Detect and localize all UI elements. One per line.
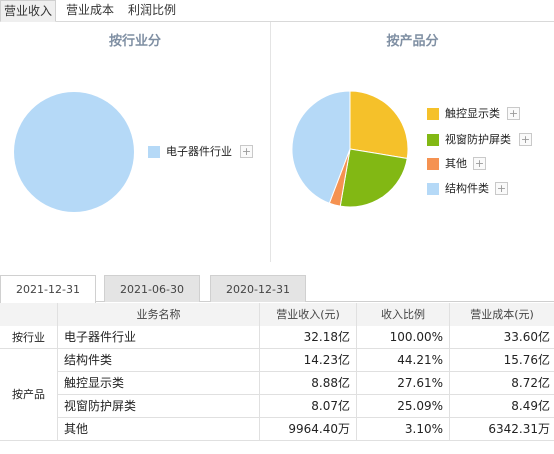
tab-profit-ratio[interactable]: 利润比例 bbox=[127, 3, 176, 17]
row-ratio: 25.09% bbox=[357, 395, 450, 418]
legend-label: 触控显示类 bbox=[445, 107, 500, 120]
table-row: 其他 9964.40万 3.10% 6342.31万 bbox=[0, 418, 554, 441]
header-name: 业务名称 bbox=[58, 303, 260, 326]
row-name: 其他 bbox=[58, 418, 260, 441]
row-name: 触控显示类 bbox=[58, 372, 260, 395]
row-name: 视窗防护屏类 bbox=[58, 395, 260, 418]
pie-slice-结构件类 bbox=[291, 90, 351, 204]
header-group-cell bbox=[0, 303, 58, 326]
row-ratio: 100.00% bbox=[357, 326, 450, 349]
legend-swatch bbox=[427, 134, 439, 146]
product-chart-title: 按产品分 bbox=[386, 34, 439, 49]
row-revenue: 9964.40万 bbox=[260, 418, 357, 441]
expand-plus-icon[interactable]: + bbox=[240, 145, 253, 158]
row-revenue: 14.23亿 bbox=[260, 349, 357, 372]
group-by-industry: 按行业 bbox=[0, 326, 58, 349]
date-tab-bar: 2021-12-31 2021-06-30 2020-12-31 bbox=[0, 275, 554, 303]
header-ratio: 收入比例 bbox=[357, 303, 450, 326]
industry-chart-title: 按行业分 bbox=[108, 34, 161, 49]
legend-label: 电子器件行业 bbox=[166, 145, 232, 158]
expand-plus-icon[interactable]: + bbox=[507, 107, 520, 120]
expand-plus-icon[interactable]: + bbox=[473, 157, 486, 170]
expand-plus-icon[interactable]: + bbox=[495, 182, 508, 195]
legend-swatch bbox=[427, 108, 439, 120]
industry-pie-chart bbox=[14, 92, 134, 212]
header-revenue: 营业收入(元) bbox=[260, 303, 357, 326]
product-chart-panel: 按产品分 触控显示类 + 视窗防护屏类 + 其他 + 结构件类 + bbox=[271, 22, 554, 262]
pie-slice-电子器件行业 bbox=[14, 92, 134, 212]
row-revenue: 8.07亿 bbox=[260, 395, 357, 418]
table-row: 视窗防护屏类 8.07亿 25.09% 8.49亿 bbox=[0, 395, 554, 418]
legend-label: 视窗防护屏类 bbox=[445, 133, 511, 146]
tab-revenue[interactable]: 营业收入 bbox=[0, 0, 56, 22]
table-row: 结构件类 14.23亿 44.21% 15.76亿 bbox=[0, 349, 554, 372]
row-ratio: 3.10% bbox=[357, 418, 450, 441]
legend-swatch bbox=[427, 183, 439, 195]
row-cost: 33.60亿 bbox=[503, 330, 550, 344]
tab-cost[interactable]: 营业成本 bbox=[65, 3, 114, 17]
pie-slice-触控显示类 bbox=[349, 90, 409, 160]
row-revenue: 8.88亿 bbox=[260, 372, 357, 395]
row-cost: 8.72亿 bbox=[511, 376, 550, 390]
date-tab-2021-12-31[interactable]: 2021-12-31 bbox=[0, 275, 96, 303]
group-by-product: 按产品 bbox=[0, 349, 58, 441]
legend-swatch bbox=[427, 158, 439, 170]
date-tab-2020-12-31[interactable]: 2020-12-31 bbox=[210, 275, 306, 302]
expand-plus-icon[interactable]: + bbox=[519, 133, 532, 146]
row-cost: 6342.31万 bbox=[488, 422, 550, 436]
table-row: 电子器件行业 32.18亿 100.00% 33.60亿 bbox=[0, 326, 554, 349]
table-header-row: 业务名称 营业收入(元) 收入比例 营业成本(元) bbox=[0, 303, 554, 326]
row-ratio: 27.61% bbox=[357, 372, 450, 395]
row-cost: 15.76亿 bbox=[503, 353, 550, 367]
legend-label: 其他 bbox=[445, 157, 467, 170]
pie-slice-视窗防护屏类 bbox=[339, 148, 408, 208]
row-name: 结构件类 bbox=[58, 349, 260, 372]
date-tab-2021-06-30[interactable]: 2021-06-30 bbox=[104, 275, 200, 302]
product-pie-chart bbox=[291, 90, 409, 208]
row-ratio: 44.21% bbox=[357, 349, 450, 372]
industry-chart-panel: 按行业分 电子器件行业 + bbox=[0, 22, 271, 262]
table-row: 触控显示类 8.88亿 27.61% 8.72亿 bbox=[0, 372, 554, 395]
legend-swatch bbox=[148, 146, 160, 158]
legend-label: 结构件类 bbox=[445, 182, 489, 195]
top-tab-bar: 营业收入 营业成本 利润比例 bbox=[0, 0, 554, 22]
row-cost: 8.49亿 bbox=[511, 399, 550, 413]
row-revenue: 32.18亿 bbox=[260, 326, 357, 349]
header-cost: 营业成本(元) bbox=[450, 303, 554, 326]
row-name: 电子器件行业 bbox=[58, 326, 260, 349]
